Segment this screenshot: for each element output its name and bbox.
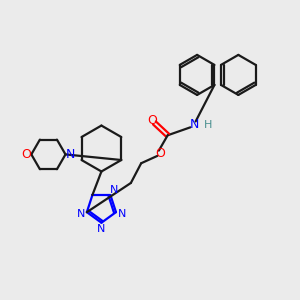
Text: N: N	[190, 118, 199, 131]
Text: N: N	[76, 209, 85, 219]
Text: N: N	[66, 148, 76, 161]
Text: N: N	[118, 209, 126, 219]
Text: O: O	[147, 114, 157, 127]
Text: N: N	[97, 224, 106, 234]
Text: O: O	[21, 148, 31, 161]
Text: O: O	[155, 147, 165, 160]
Text: N: N	[110, 185, 118, 195]
Text: H: H	[204, 120, 212, 130]
